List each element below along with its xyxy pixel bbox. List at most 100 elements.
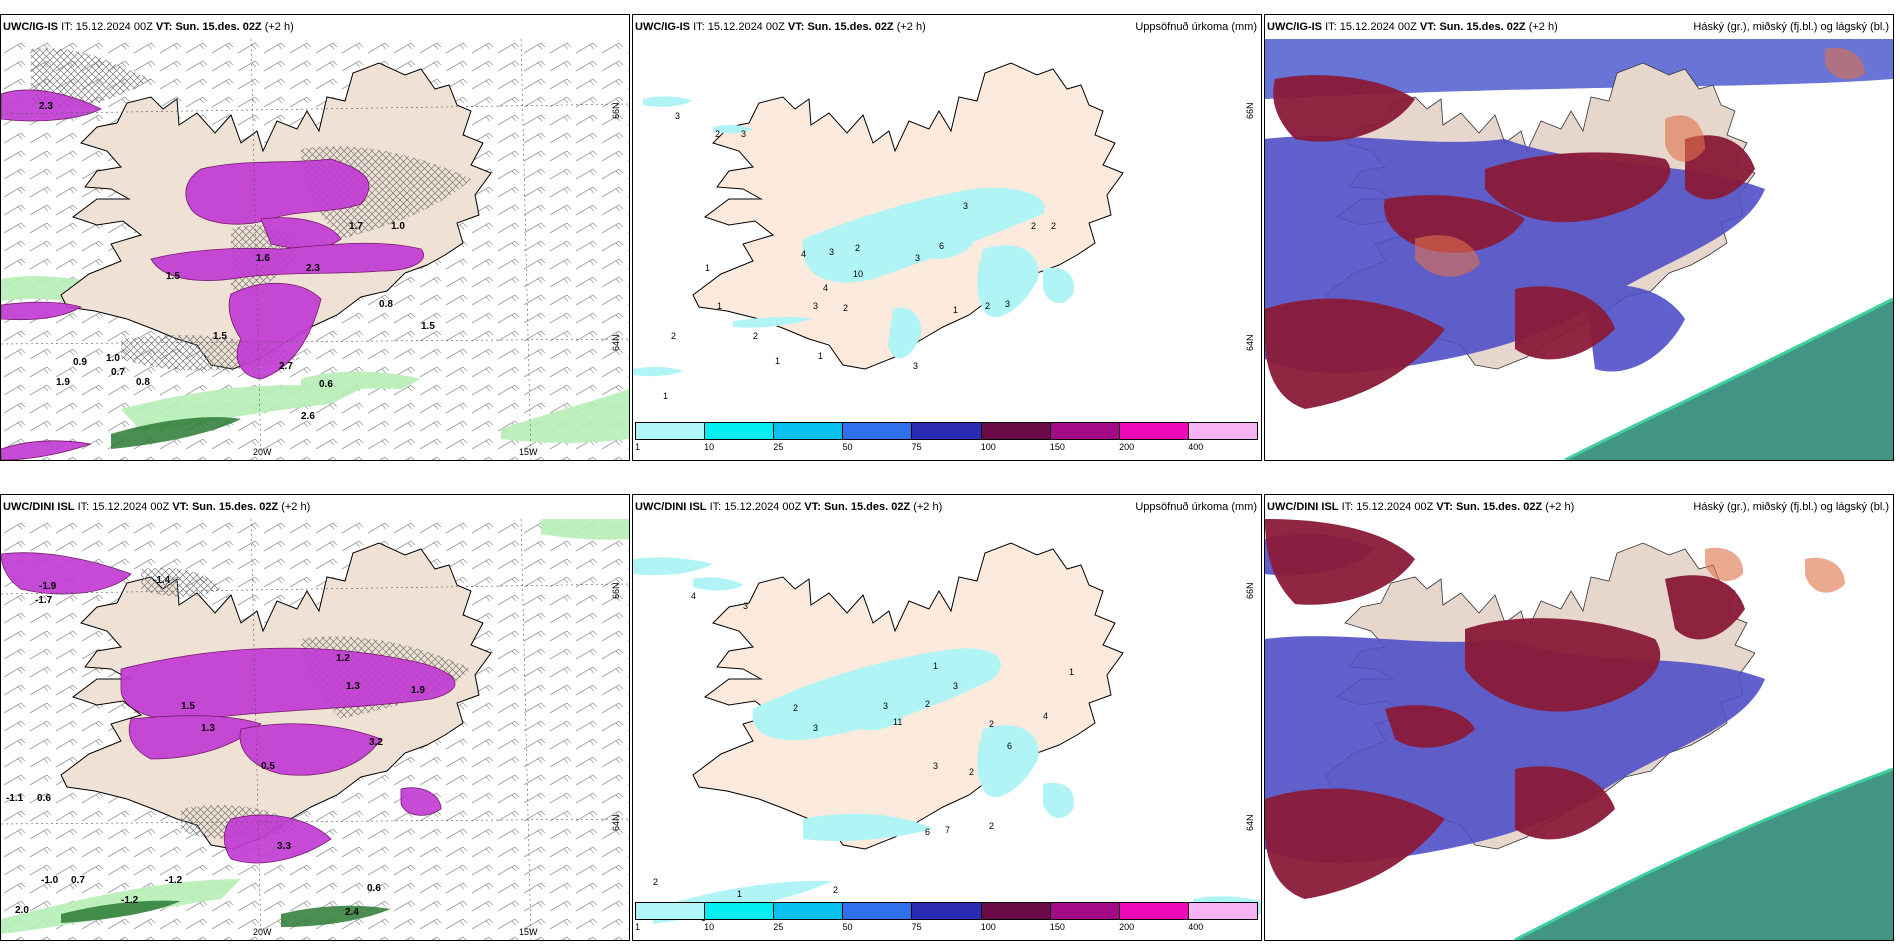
value-label: -1.2 [121, 895, 139, 906]
precip-value: 3 [915, 253, 920, 263]
high-cloud-orange [1705, 547, 1845, 593]
panel-header: UWC/DINI ISL IT: 15.12.2024 00Z VT: Sun.… [633, 495, 1261, 519]
wind-map[interactable]: 66N 64N 20W 15W 2.3 1.7 1.0 1.5 2.3 1.6 … [1, 39, 629, 460]
cloud-map[interactable] [1265, 39, 1893, 460]
panel-dini-cloud: UWC/DINI ISL IT: 15.12.2024 00Z VT: Sun.… [1264, 494, 1894, 941]
precip-map[interactable]: 4 3 2 3 3 11 2 3 4 2 6 3 2 1 1 6 7 2 2 1 [633, 519, 1261, 940]
value-label: -1.7 [35, 595, 53, 606]
colorbar-tick: 25 [773, 922, 784, 932]
value-label: 1.5 [181, 701, 195, 712]
value-label: 2.3 [39, 101, 53, 112]
cloud-map[interactable] [1265, 519, 1893, 940]
lat-label: 64N [1245, 334, 1255, 351]
colorbar-swatch [843, 903, 913, 919]
high-cloud-dark-red [1265, 519, 1745, 899]
model-name: UWC/IG-IS [1267, 21, 1322, 33]
precip-value: 3 [953, 681, 958, 691]
precip-value: 1 [775, 356, 780, 366]
lead-time: (+2 h) [896, 21, 926, 33]
precip-value: 3 [883, 701, 888, 711]
value-label: 2.4 [345, 907, 359, 918]
colorbar-tick: 100 [980, 922, 996, 932]
lon-label: 20W [253, 927, 272, 937]
value-label: -1.4 [153, 575, 171, 586]
vt-value: Sun. 15.des. 02Z [823, 501, 911, 513]
value-label: 0.5 [261, 761, 275, 772]
colorbar-tick: 200 [1119, 922, 1135, 932]
vt-label: VT: [787, 21, 805, 33]
precip-colorbar: 1 10 25 50 75 100 150 200 400 [635, 422, 1258, 454]
precip-colorbar: 1 10 25 50 75 100 150 200 400 [635, 902, 1258, 934]
vt-value: Sun. 15.des. 02Z [1455, 501, 1543, 513]
precip-value: 2 [989, 719, 994, 729]
wind-map[interactable]: 66N 64N 20W 15W -1.9 -1.7 -1.4 1.2 1.3 1… [1, 519, 629, 940]
wind-speed-green [111, 417, 241, 449]
value-label: -1.9 [39, 581, 57, 592]
value-label: 0.7 [111, 367, 125, 378]
panel-dini-precip: UWC/DINI ISL IT: 15.12.2024 00Z VT: Sun.… [632, 494, 1262, 941]
lat-label: 64N [611, 814, 621, 831]
lead-time: (+2 h) [1528, 21, 1558, 33]
lat-label: 66N [1245, 102, 1255, 119]
it-value: 15.12.2024 00Z [724, 501, 802, 513]
precip-value: 3 [813, 301, 818, 311]
precip-value: 1 [663, 391, 668, 401]
precip-value: 6 [939, 241, 944, 251]
value-label: 1.0 [106, 353, 120, 364]
precip-value: 2 [833, 885, 838, 895]
low-cloud-teal [1515, 769, 1893, 940]
it-label: IT: [693, 21, 705, 33]
value-label: 2.0 [15, 905, 29, 916]
precip-value: 6 [1007, 741, 1012, 751]
precip-value: 1 [933, 661, 938, 671]
precip-value: 3 [741, 129, 746, 139]
vt-label: VT: [172, 501, 189, 513]
value-label: 0.8 [136, 377, 150, 388]
precip-value: 2 [1051, 221, 1056, 231]
precip-value: 2 [855, 243, 860, 253]
value-label: 2.7 [279, 361, 293, 372]
precip-value: 2 [969, 767, 974, 777]
precip-value: 10 [853, 269, 863, 279]
map-title: Háský (gr.), miðský (fj.bl.) og lágský (… [1693, 501, 1889, 513]
colorbar-swatch [1119, 903, 1189, 919]
colorbar-tick: 100 [980, 442, 996, 452]
value-label: 1.5 [166, 271, 180, 282]
lon-label: 15W [519, 927, 538, 937]
colorbar-tick: 10 [704, 922, 715, 932]
precip-value: 3 [813, 723, 818, 733]
vt-label: VT: [804, 501, 821, 513]
it-label: IT: [709, 501, 722, 513]
panel-header: UWC/IG-IS IT: 15.12.2024 00Z VT: Sun. 15… [1265, 15, 1893, 39]
value-label: 1.5 [213, 331, 227, 342]
precip-value: 4 [1043, 711, 1048, 721]
vt-value: Sun. 15.des. 02Z [175, 21, 262, 33]
precip-value: 1 [953, 305, 958, 315]
colorbar-swatch [1188, 903, 1257, 919]
precip-value: 2 [1031, 221, 1036, 231]
lat-label: 66N [611, 582, 621, 599]
it-label: IT: [77, 501, 90, 513]
precip-value: 3 [675, 111, 680, 121]
wind-speed-magenta [1, 552, 456, 864]
precip-map[interactable]: 3 2 3 1 3 2 2 4 3 2 6 3 10 4 3 2 1 2 2 3 [633, 39, 1261, 460]
precip-value: 2 [653, 877, 658, 887]
precip-value: 11 [893, 717, 902, 727]
low-cloud-edge [1514, 767, 1893, 940]
value-label: 2.3 [306, 263, 320, 274]
value-label: 1.2 [336, 653, 350, 664]
colorbar-swatch [912, 423, 982, 439]
model-name: UWC/IG-IS [3, 21, 58, 33]
colorbar-tick: 400 [1188, 442, 1204, 452]
value-label: 1.5 [421, 321, 435, 332]
wind-speed-green [61, 900, 391, 927]
mid-cloud [1265, 39, 1893, 99]
it-value: 15.12.2024 00Z [1339, 21, 1417, 33]
vt-label: VT: [1419, 21, 1437, 33]
low-cloud-edge [1564, 297, 1893, 460]
graticule [1, 519, 629, 940]
panel-igis-wind: UWC/IG-IS IT: 15.12.2024 00Z VT: Sun. 15… [0, 14, 630, 461]
value-label: 0.6 [319, 379, 333, 390]
precip-value: 1 [705, 263, 710, 273]
precip-value: 2 [989, 821, 994, 831]
